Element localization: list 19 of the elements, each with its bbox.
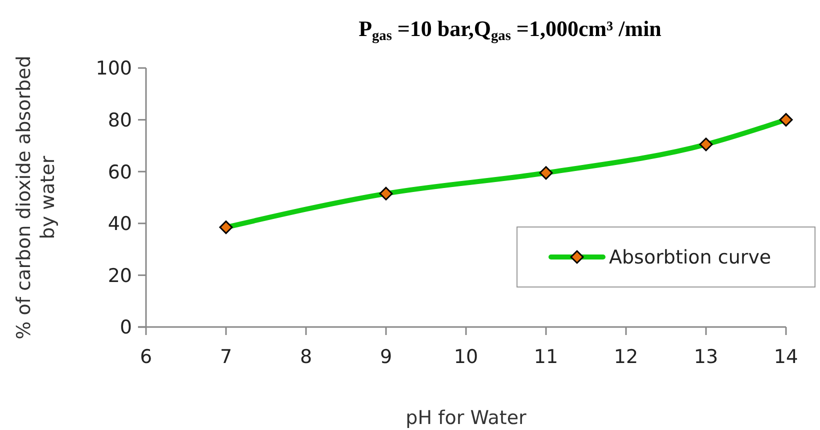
y-tick-label: 20	[108, 264, 132, 287]
legend-label: Absorbtion curve	[609, 246, 772, 269]
x-tick-label: 13	[694, 346, 718, 368]
x-tick-label: 7	[220, 346, 232, 368]
x-tick-label: 6	[140, 346, 152, 368]
y-tick-label: 40	[108, 213, 132, 236]
x-tick-label: 10	[454, 346, 478, 368]
y-tick-label: 80	[108, 109, 132, 132]
x-tick-label: 11	[534, 346, 558, 368]
x-axis-title: pH for Water	[406, 407, 527, 429]
x-tick-label: 12	[614, 346, 638, 368]
x-tick-label: 8	[300, 346, 312, 368]
y-axis-title: % of carbon dioxide absorbed by water	[13, 56, 59, 340]
y-tick-label: 60	[108, 161, 132, 184]
x-tick-label: 14	[774, 346, 798, 368]
y-tick-label: 100	[96, 58, 132, 80]
y-tick-label: 0	[120, 316, 132, 339]
chart-title: P$_{gas}$ =10 bar,Q$_{gas}$ =1,000cm³ /min	[358, 16, 662, 44]
x-tick-label: 9	[380, 346, 392, 368]
